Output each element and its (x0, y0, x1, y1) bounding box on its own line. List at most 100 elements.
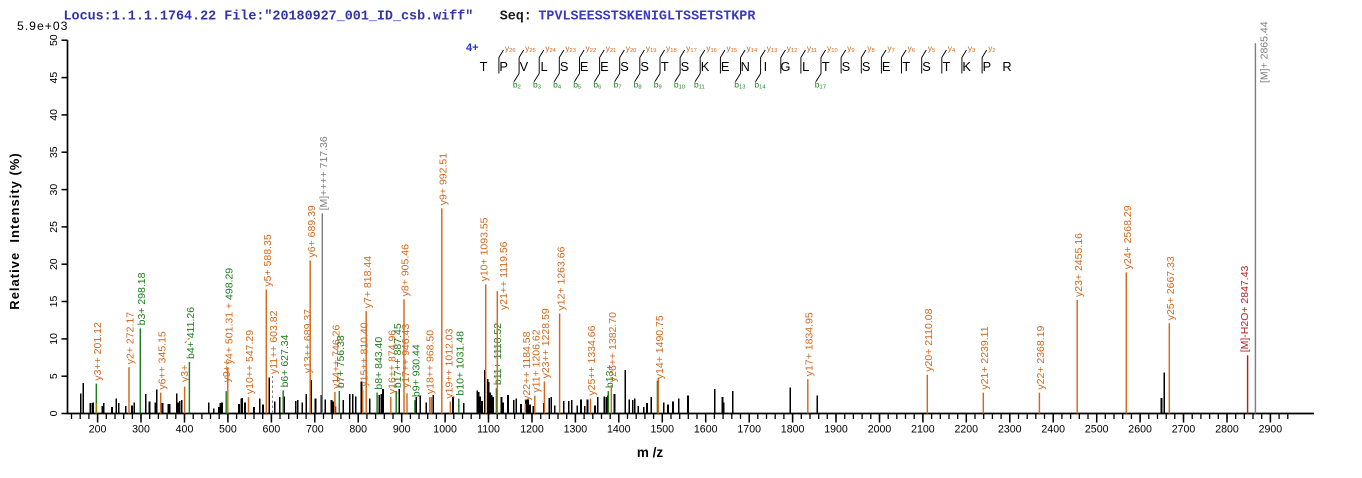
svg-text:L: L (802, 59, 809, 74)
svg-text:2600: 2600 (1128, 424, 1152, 436)
svg-text:y2+ 272.17: y2+ 272.17 (125, 312, 137, 364)
svg-text:y14+ 1490.75: y14+ 1490.75 (654, 315, 666, 379)
svg-text:E: E (600, 59, 609, 74)
svg-text:y19++ 1012.03: y19++ 1012.03 (444, 328, 456, 398)
svg-text:800: 800 (349, 424, 367, 436)
svg-text:y19: y19 (646, 43, 657, 54)
svg-text:y11: y11 (807, 43, 817, 54)
svg-text:y3++ 201.12: y3++ 201.12 (92, 322, 104, 381)
svg-text:y26++ 1382.70: y26++ 1382.70 (607, 312, 619, 382)
svg-text:1800: 1800 (781, 424, 805, 436)
svg-text:E: E (721, 59, 730, 74)
svg-text:b10: b10 (674, 80, 685, 91)
svg-text:y22: y22 (586, 43, 597, 54)
svg-text:y17++ 946.43: y17++ 946.43 (400, 324, 412, 388)
svg-text:1500: 1500 (651, 424, 675, 436)
svg-text:y21++ 1119.56: y21++ 1119.56 (498, 241, 510, 310)
svg-text:y13++ 689.37: y13++ 689.37 (302, 309, 314, 373)
svg-text:b17++ 887.45: b17++ 887.45 (392, 323, 404, 388)
svg-text:N: N (741, 59, 750, 74)
svg-text:P: P (499, 59, 508, 74)
svg-text:y12: y12 (787, 43, 798, 54)
svg-text:1300: 1300 (564, 424, 588, 436)
svg-text:K: K (962, 59, 971, 74)
svg-text:y6+ 689.39: y6+ 689.39 (306, 205, 318, 257)
svg-text:[M]+ 2865.44: [M]+ 2865.44 (1259, 21, 1271, 83)
svg-text:1900: 1900 (824, 424, 848, 436)
svg-text:1600: 1600 (694, 424, 718, 436)
svg-text:y26: y26 (505, 43, 516, 54)
svg-text:b7+ 756.38: b7+ 756.38 (335, 335, 347, 388)
svg-text:2200: 2200 (955, 424, 979, 436)
svg-text:y15: y15 (726, 43, 737, 54)
svg-text:5.9e+03: 5.9e+03 (17, 19, 68, 33)
svg-text:P: P (983, 59, 992, 74)
svg-text:y23: y23 (565, 43, 576, 54)
svg-text:0: 0 (48, 410, 60, 416)
svg-text:2300: 2300 (998, 424, 1022, 436)
svg-text:y20+ 2110.08: y20+ 2110.08 (923, 308, 935, 371)
svg-text:500: 500 (219, 424, 237, 436)
svg-text:y21: y21 (606, 43, 617, 54)
svg-text:300: 300 (132, 424, 150, 436)
svg-text:b13: b13 (734, 80, 745, 91)
svg-text:Locus:1.1.1.1764.22 File:"2018: Locus:1.1.1.1764.22 File:"20180927_001_I… (64, 10, 757, 25)
svg-text:S: S (862, 59, 871, 74)
svg-text:V: V (520, 59, 529, 74)
svg-text:y2: y2 (988, 43, 995, 54)
svg-text:2400: 2400 (1041, 424, 1065, 436)
svg-text:b2: b2 (513, 80, 521, 91)
svg-text:25: 25 (48, 221, 60, 233)
svg-text:[M]++++ 717.36: [M]++++ 717.36 (318, 136, 330, 210)
svg-text:1400: 1400 (607, 424, 631, 436)
svg-text:y16++ 874.96: y16++ 874.96 (387, 330, 399, 394)
svg-text:y3: y3 (968, 43, 975, 54)
svg-text:45: 45 (48, 72, 60, 84)
svg-text:K: K (701, 59, 710, 74)
svg-text:2000: 2000 (868, 424, 892, 436)
svg-text:y6++ 345.15: y6++ 345.15 (156, 331, 168, 390)
svg-text:b4: b4 (553, 80, 562, 91)
svg-text:y7+ 818.44: y7+ 818.44 (362, 256, 374, 308)
svg-text:b8: b8 (634, 80, 642, 91)
svg-text:y4+ 501.31 + 498.29: y4+ 501.31 + 498.29 (224, 268, 236, 365)
svg-text:m /z: m /z (637, 445, 664, 460)
svg-text:y23+ 2455.16: y23+ 2455.16 (1073, 233, 1085, 297)
svg-text:y24: y24 (545, 43, 556, 54)
svg-text:S: S (681, 59, 690, 74)
svg-text:4+: 4+ (466, 42, 479, 54)
svg-text:50: 50 (48, 34, 60, 46)
svg-text:b10+ 1031.48: b10+ 1031.48 (455, 331, 467, 396)
svg-text:1100: 1100 (477, 424, 500, 436)
svg-text:Relative Intensity (%): Relative Intensity (%) (7, 152, 22, 309)
svg-text:I: I (764, 59, 768, 74)
svg-text:b14: b14 (754, 80, 766, 91)
svg-text:b5: b5 (573, 80, 581, 91)
svg-text:400: 400 (176, 424, 194, 436)
svg-text:y15++ 810.40: y15++ 810.40 (358, 322, 370, 386)
svg-text:S: S (620, 59, 629, 74)
svg-text:2800: 2800 (1215, 424, 1239, 436)
svg-text:y13: y13 (767, 43, 778, 54)
svg-text:y18: y18 (666, 43, 677, 54)
svg-text:b9+ 930.44: b9+ 930.44 (411, 344, 423, 397)
svg-text:R: R (1002, 59, 1011, 74)
svg-text:S: S (560, 59, 569, 74)
svg-text:b7: b7 (614, 80, 622, 91)
svg-text:b6: b6 (593, 80, 601, 91)
svg-text:40: 40 (48, 109, 60, 121)
svg-text:35: 35 (48, 146, 60, 158)
svg-text:y5+ 588.35: y5+ 588.35 (262, 234, 274, 286)
svg-text:1200: 1200 (520, 424, 544, 436)
svg-text:T: T (661, 59, 669, 74)
svg-text:y5: y5 (928, 43, 935, 54)
svg-text:T: T (822, 59, 830, 74)
svg-text:y7: y7 (887, 43, 894, 54)
svg-text:b17: b17 (815, 80, 826, 91)
svg-text:[M]-H2O+ 2847.43: [M]-H2O+ 2847.43 (1239, 265, 1251, 352)
svg-text:b6+ 627.34: b6+ 627.34 (279, 334, 291, 387)
svg-text:b9: b9 (654, 80, 662, 91)
svg-text:b8+ 843.40: b8+ 843.40 (373, 337, 385, 390)
svg-text:y11+ 1206.62: y11+ 1206.62 (531, 329, 543, 392)
svg-text:y10++ 547.29: y10++ 547.29 (244, 330, 256, 394)
